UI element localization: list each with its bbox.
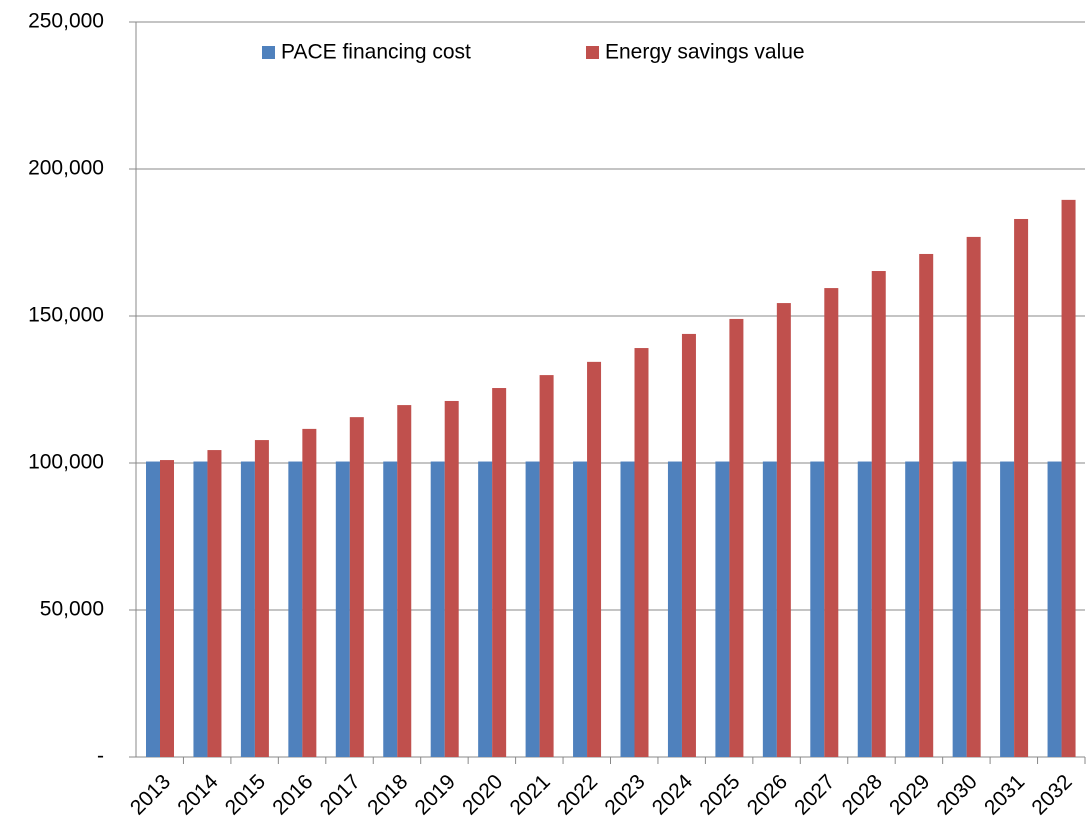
x-tick-label: 2030 [933, 770, 982, 819]
bar [397, 405, 412, 757]
bar [492, 388, 507, 757]
bar [871, 271, 886, 757]
x-tick-label: 2024 [648, 770, 698, 820]
bar [919, 253, 934, 757]
x-tick-label: 2029 [885, 770, 934, 819]
legend-swatch [262, 46, 275, 59]
bar [762, 461, 777, 757]
bar [478, 461, 493, 757]
bar [1000, 461, 1015, 757]
bar [430, 461, 445, 757]
y-tick-label: 100,000 [28, 451, 104, 474]
bar [207, 450, 222, 757]
bar [729, 318, 744, 757]
bar [539, 375, 554, 757]
x-tick-label: 2017 [316, 770, 365, 819]
bar [715, 461, 730, 757]
bar [573, 461, 588, 757]
bar [905, 461, 920, 757]
bar [349, 417, 364, 757]
y-tick-label: 200,000 [28, 157, 104, 180]
bar [1061, 199, 1076, 757]
x-tick-label: 2028 [838, 770, 887, 819]
x-tick-label: 2027 [790, 770, 839, 819]
bar [681, 333, 696, 757]
bar [952, 461, 967, 757]
bar [1014, 218, 1029, 758]
bar [810, 461, 825, 757]
bar [160, 460, 174, 757]
bar [966, 236, 981, 757]
bar [193, 461, 208, 757]
x-tick-label: 2032 [1027, 770, 1076, 819]
bar [634, 348, 649, 757]
bar [667, 461, 682, 757]
bar [383, 461, 398, 757]
x-tick-label: 2016 [268, 770, 317, 819]
legend-swatch [586, 46, 599, 59]
bar [525, 461, 540, 757]
y-tick-label: 150,000 [28, 304, 104, 327]
bar [335, 461, 350, 757]
x-tick-label: 2014 [173, 770, 223, 820]
bar [857, 461, 872, 757]
bar [288, 461, 303, 757]
bar [620, 461, 635, 757]
bar [302, 428, 317, 757]
x-tick-label: 2013 [126, 770, 175, 819]
bar [776, 303, 791, 757]
bar [444, 400, 459, 757]
y-tick-label: - [97, 745, 104, 768]
x-tick-label: 2015 [221, 770, 270, 819]
x-tick-label: 2022 [553, 770, 602, 819]
bar [587, 361, 602, 757]
legend-label: PACE financing cost [281, 41, 471, 64]
bar [146, 461, 160, 757]
y-tick-label: 50,000 [40, 598, 104, 621]
bar [1047, 461, 1062, 757]
y-tick-label: 250,000 [28, 10, 104, 33]
x-tick-label: 2020 [458, 770, 507, 819]
x-tick-label: 2031 [980, 770, 1029, 819]
bar [240, 461, 255, 757]
x-tick-label: 2018 [363, 770, 412, 819]
x-tick-label: 2023 [600, 770, 649, 819]
x-tick-label: 2026 [743, 770, 792, 819]
x-tick-label: 2021 [505, 770, 554, 819]
x-tick-label: 2025 [695, 770, 744, 819]
legend-label: Energy savings value [605, 41, 805, 64]
x-tick-label: 2019 [411, 770, 460, 819]
bar [254, 440, 269, 757]
bar [824, 288, 839, 757]
